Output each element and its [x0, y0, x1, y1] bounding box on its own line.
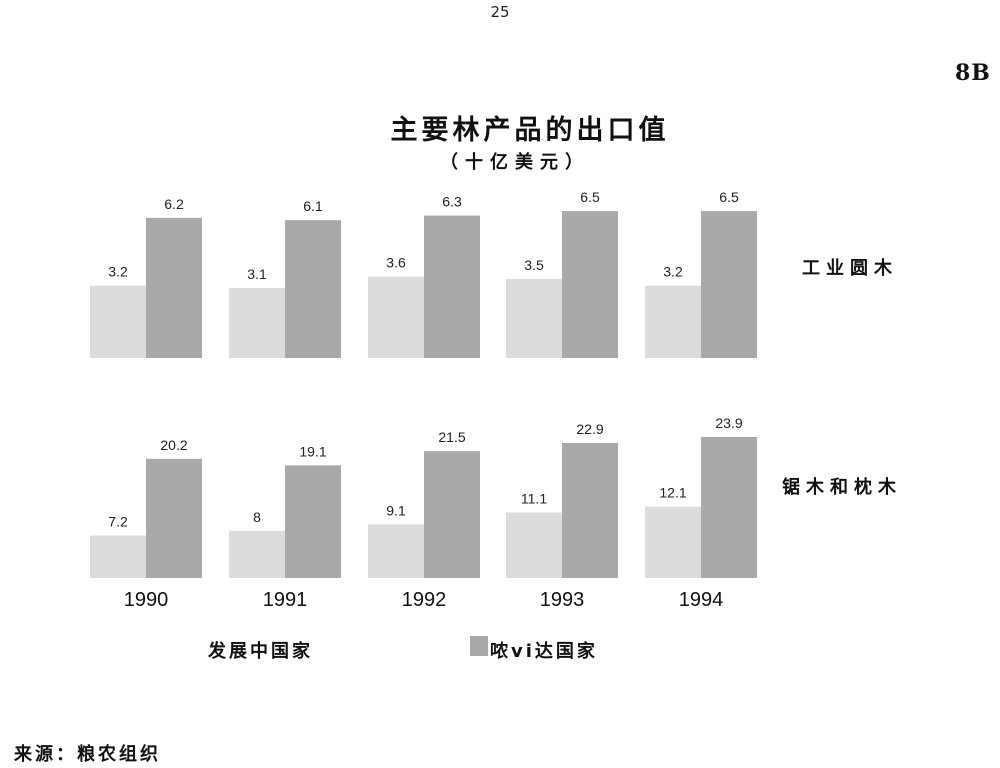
- bar-developing-0-1992: [368, 276, 424, 358]
- data-label: 3.6: [386, 255, 406, 271]
- bar-developed-1-1991: [285, 465, 341, 578]
- legend-label-developing: 发展中国家: [208, 641, 313, 662]
- source-note: 来源：粮农组织: [14, 744, 161, 765]
- bar-developed-1-1993: [562, 442, 618, 578]
- bar-developing-0-1993: [506, 278, 562, 358]
- data-label: 20.2: [160, 437, 187, 453]
- bar-developed-1-1994: [701, 436, 757, 578]
- data-label: 6.3: [442, 194, 462, 210]
- data-label: 6.5: [580, 189, 600, 205]
- bar-developing-1-1993: [506, 512, 562, 578]
- data-label: 6.1: [303, 198, 323, 214]
- x-tick-label: 1994: [679, 589, 724, 611]
- bar-developed-0-1992: [424, 215, 480, 358]
- bar-developing-1-1990: [90, 535, 146, 578]
- bar-developing-0-1991: [229, 287, 285, 358]
- data-label: 23.9: [715, 415, 742, 431]
- data-label: 3.2: [663, 264, 683, 280]
- data-label: 8: [253, 509, 261, 525]
- x-tick-label: 1991: [263, 589, 308, 611]
- bar-developed-1-1990: [146, 458, 202, 578]
- x-tick-label: 1992: [402, 589, 447, 611]
- bar-developing-1-1991: [229, 530, 285, 578]
- panel-label-sawnwood-sleepers: 锯木和枕木: [782, 477, 902, 498]
- bar-developed-0-1993: [562, 211, 618, 358]
- data-label: 22.9: [576, 421, 603, 437]
- chart-title: 主要林产品的出口值: [390, 115, 670, 146]
- data-label: 7.2: [108, 514, 128, 530]
- legend-swatch-developed: [470, 636, 488, 656]
- data-label: 21.5: [438, 429, 465, 445]
- data-label: 11.1: [521, 491, 547, 507]
- bar-developing-1-1992: [368, 524, 424, 578]
- x-tick-label: 1993: [540, 589, 585, 611]
- data-label: 3.5: [524, 257, 544, 273]
- bar-developed-0-1994: [701, 211, 757, 358]
- data-label: 12.1: [659, 485, 686, 501]
- data-label: 6.5: [719, 189, 739, 205]
- data-label: 3.1: [247, 266, 267, 282]
- data-label: 19.1: [299, 443, 326, 459]
- legend-label-developed: 哝vi达国家: [490, 641, 598, 662]
- data-label: 9.1: [386, 502, 406, 518]
- bar-developing-0-1994: [645, 285, 701, 358]
- page-number: 25: [490, 3, 510, 21]
- bar-developed-0-1990: [146, 217, 202, 358]
- document-code: 8B: [955, 60, 991, 86]
- data-label: 6.2: [164, 196, 184, 212]
- bar-developed-0-1991: [285, 220, 341, 358]
- bar-developed-1-1992: [424, 451, 480, 578]
- x-tick-label: 1990: [124, 589, 169, 611]
- chart-subtitle: （十亿美元）: [440, 152, 590, 173]
- panel-label-industrial-roundwood: 工业圆木: [802, 258, 898, 279]
- bar-developing-0-1990: [90, 285, 146, 358]
- data-label: 3.2: [108, 264, 128, 280]
- bar-developing-1-1994: [645, 506, 701, 578]
